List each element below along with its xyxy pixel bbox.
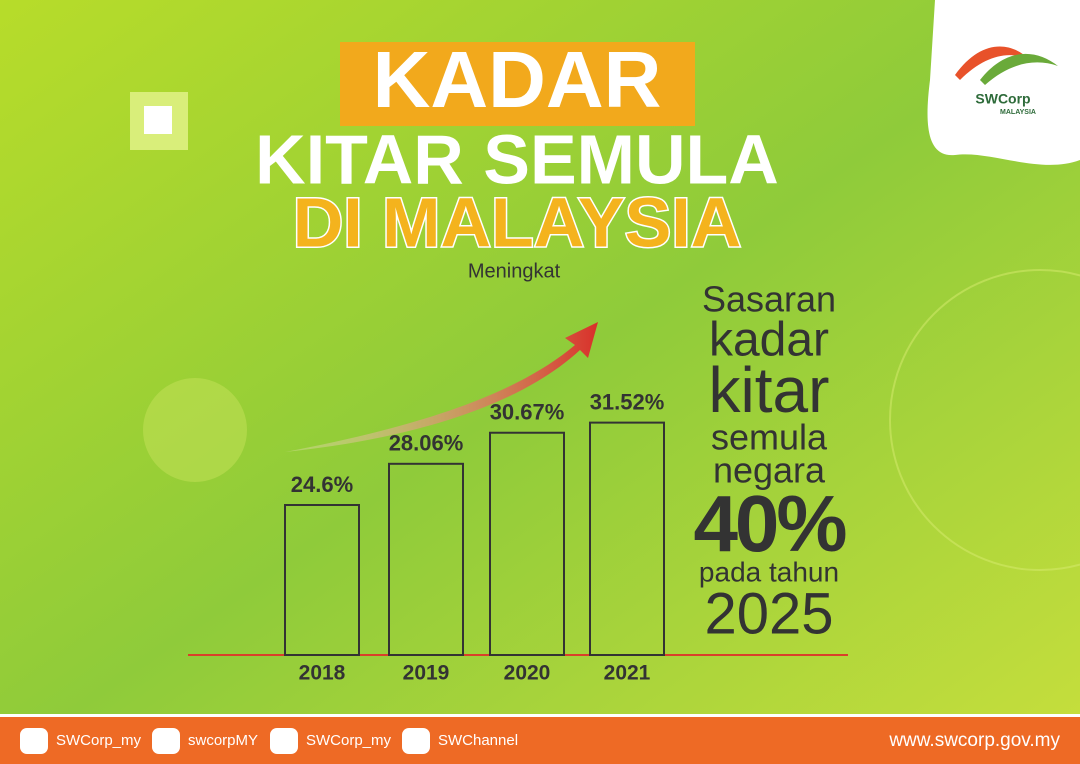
footer-url[interactable]: www.swcorp.gov.my [888,730,1060,751]
social-icon [152,728,180,754]
logo-name: SWCorp [975,91,1030,107]
target-line: Sasaran [702,279,836,320]
value-label: 30.67% [490,400,565,425]
social-icon [270,728,298,754]
annotation: Meningkat [468,260,561,282]
social-icon [402,728,430,754]
target-line: semula [711,417,828,458]
logo-mark [955,46,1030,80]
x-tick-label: 2020 [504,662,551,685]
x-tick-label: 2021 [604,662,651,685]
bar [388,462,464,656]
value-label: 31.52% [590,389,665,414]
target-line: negara [713,450,826,491]
logo-country: MALAYSIA [1000,109,1036,116]
title-line: KITAR SEMULA [255,120,779,198]
title-line: DI MALAYSIA [293,183,742,261]
bars: 24.6% 2018 28.06% 2019 30.67% 2020 31.52% 2021 [284,389,665,685]
decor [144,106,172,134]
decor [889,269,1080,571]
target-line: 40% [693,479,846,568]
bar [589,421,665,656]
bar [489,431,565,656]
x-tick-label: 2019 [403,662,450,685]
target-line: 2025 [704,581,833,646]
value-label: 28.06% [389,431,464,456]
target-line: kadar [709,314,829,367]
target-line: kitar [709,354,830,426]
social-handle[interactable]: SWCorp_my [56,732,142,749]
social-handle[interactable]: SWChannel [438,732,518,749]
title-box [340,42,695,126]
target-line: pada tahun [699,556,839,587]
bar [284,504,360,656]
decor [143,378,247,482]
social-handle[interactable]: swcorpMY [188,732,258,749]
title-line: KADAR [373,35,662,124]
social-handle[interactable]: SWCorp_my [306,732,392,749]
logo-mark [980,53,1058,85]
logo-background [927,0,1080,165]
footer-line [0,714,1080,717]
x-tick-label: 2018 [299,662,346,685]
footer-items: SWCorp_my swcorpMY SWCorp_my SWChannel [20,728,518,754]
value-label: 24.6% [291,472,353,497]
social-icon [20,728,48,754]
